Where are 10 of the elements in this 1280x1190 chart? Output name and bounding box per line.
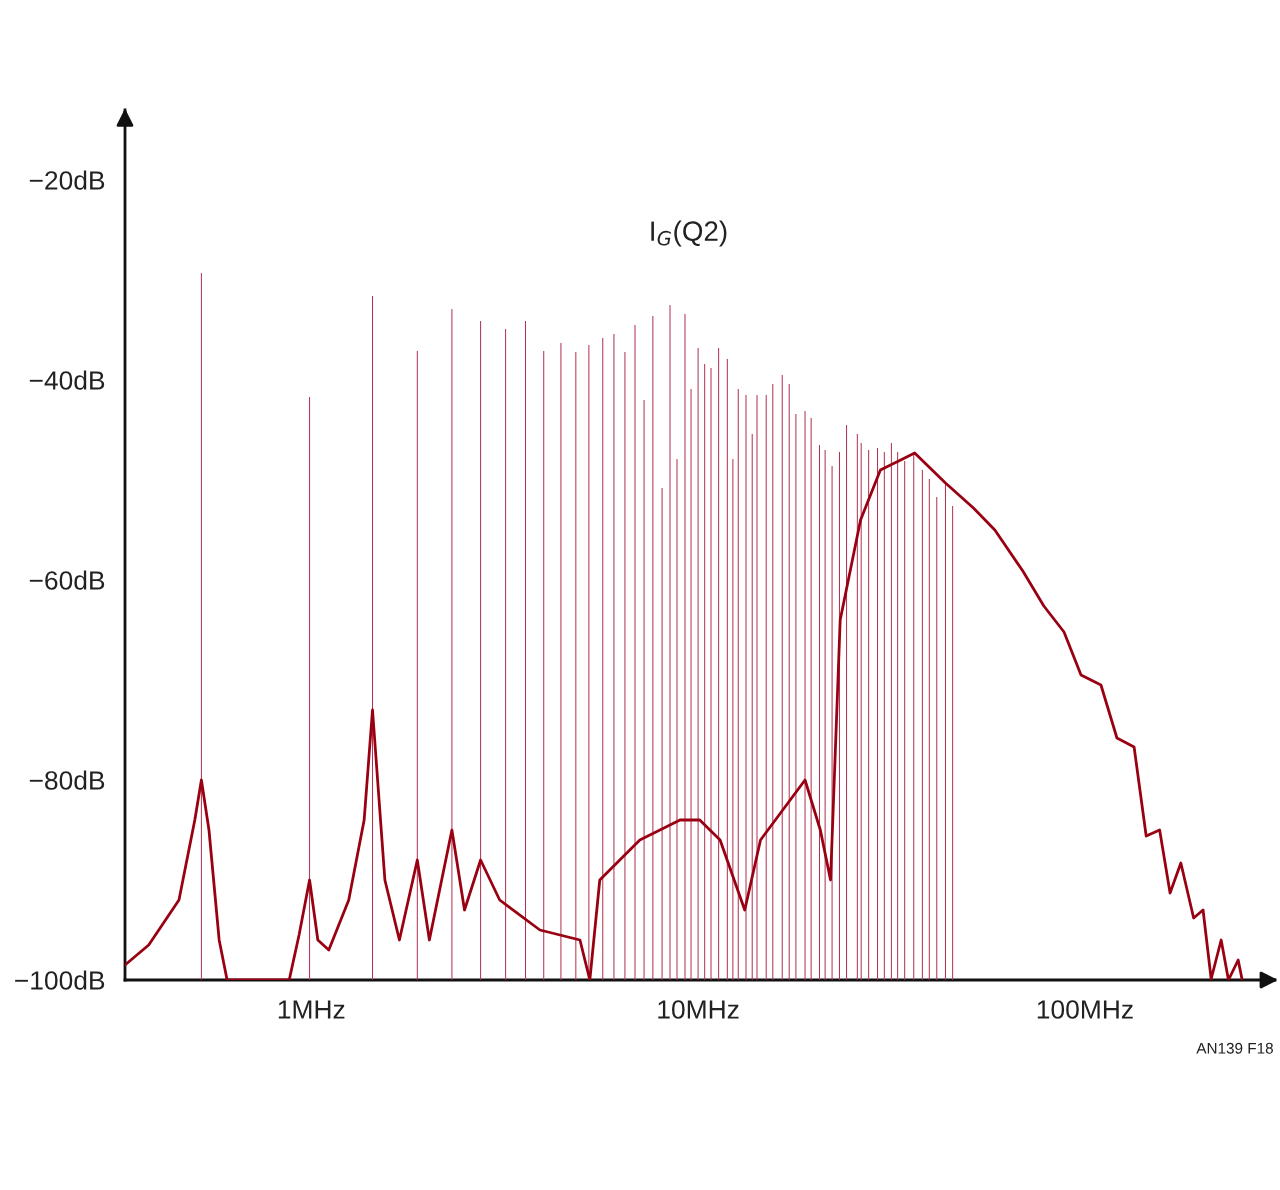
y-tick-label: −60dB: [29, 570, 105, 590]
y-tick-label: −40dB: [29, 370, 105, 390]
text: I$_{G}$(Q2): [651, 220, 727, 247]
y-tick-label: −100dB: [15, 970, 105, 990]
y-tick-label: −20dB: [29, 170, 105, 190]
x-tick-label: 100MHz: [1037, 1000, 1133, 1019]
x-tick-label: 1MHz: [278, 1000, 345, 1019]
y-tick-label: −80dB: [29, 770, 105, 790]
x-tick-label: 10MHz: [658, 1000, 739, 1019]
text: AN139 F18: [1196, 1042, 1273, 1054]
